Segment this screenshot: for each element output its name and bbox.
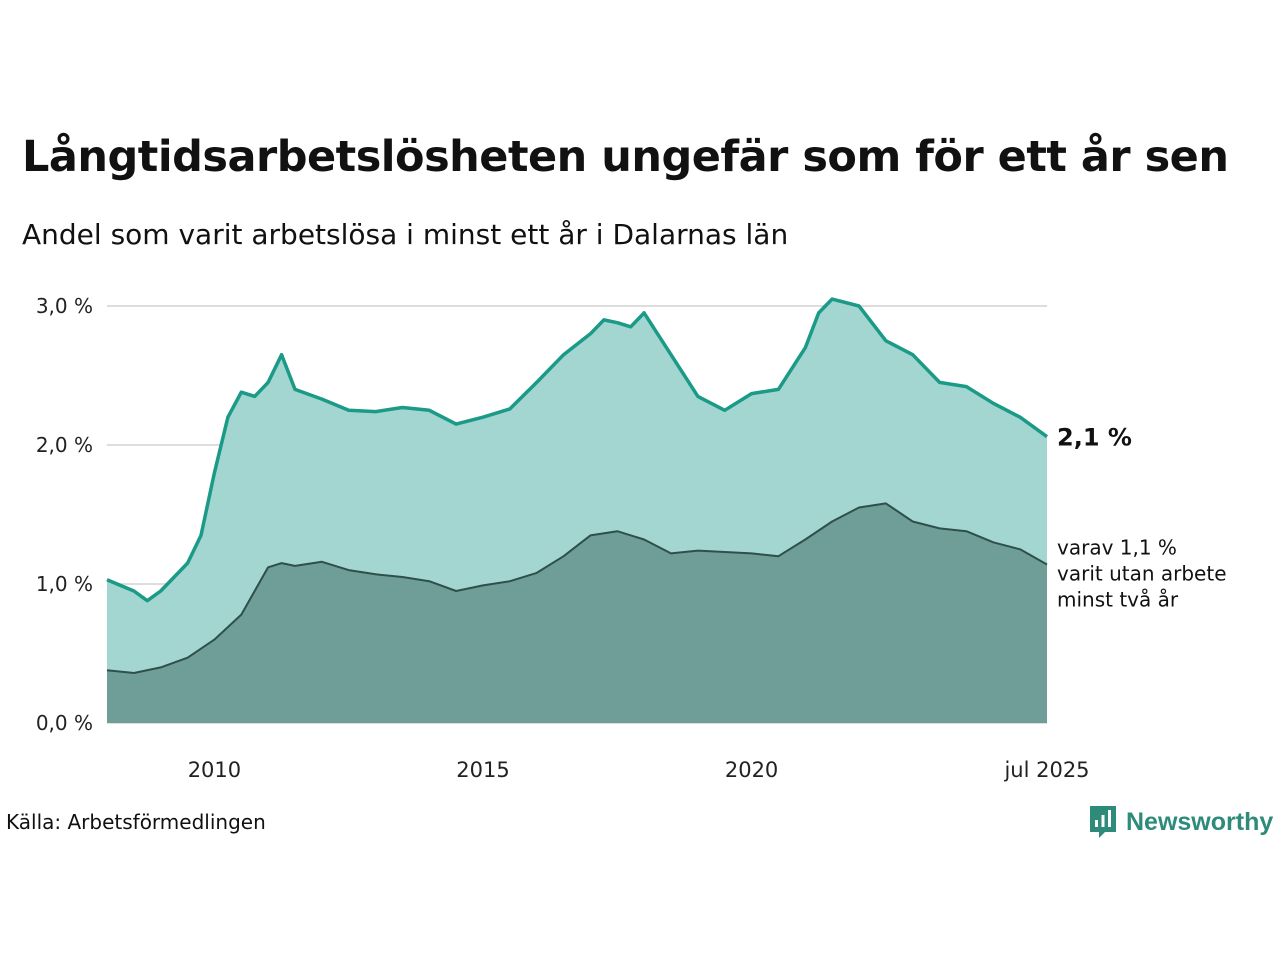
newsworthy-logo-icon (1090, 806, 1116, 838)
chart-title: Långtidsarbetslösheten ungefär som för e… (22, 132, 1229, 182)
total-line (106, 297, 1049, 603)
y-tick-label: 2,0 % (36, 433, 93, 457)
x-axis-ticks: 2010 2015 2020 jul 2025 (188, 758, 1090, 782)
note-line-2: varit utan arbete (1057, 562, 1227, 586)
y-axis-ticks: 0,0 % 1,0 % 2,0 % 3,0 % (36, 294, 93, 735)
chart-subtitle: Andel som varit arbetslösa i minst ett å… (22, 218, 789, 251)
x-tick-label: 2015 (456, 758, 509, 782)
end-value-label: 2,1 % (1057, 424, 1132, 452)
x-tick-label: 2020 (725, 758, 778, 782)
note-line-3: minst två år (1057, 588, 1179, 612)
note-line-1: varav 1,1 % (1057, 536, 1177, 560)
x-tick-label: 2010 (188, 758, 241, 782)
brand-logo: Newsworthy (1088, 804, 1273, 840)
y-tick-label: 0,0 % (36, 711, 93, 735)
y-tick-label: 1,0 % (36, 572, 93, 596)
source-note: Källa: Arbetsförmedlingen (6, 810, 266, 834)
x-tick-label: jul 2025 (1003, 758, 1089, 782)
long-term-area (107, 503, 1047, 723)
y-tick-label: 3,0 % (36, 294, 93, 318)
long-term-line (106, 502, 1048, 674)
brand-name: Newsworthy (1126, 807, 1274, 836)
